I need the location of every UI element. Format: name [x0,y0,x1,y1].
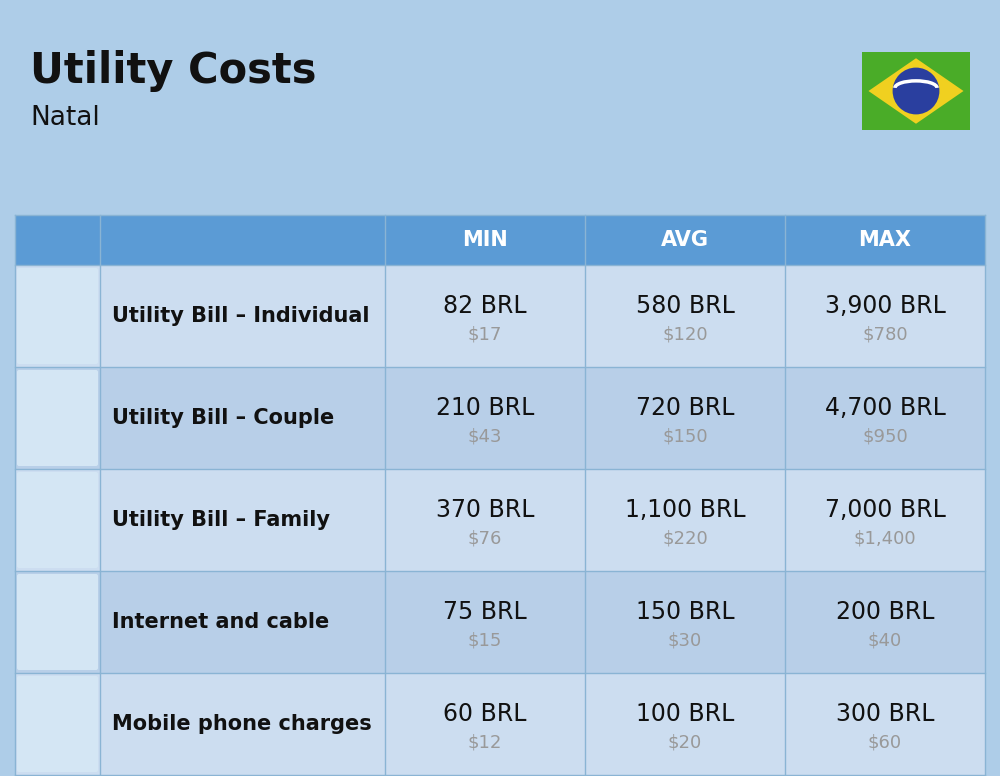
Text: $1,400: $1,400 [854,529,916,547]
FancyBboxPatch shape [17,574,98,670]
FancyBboxPatch shape [15,367,985,469]
Text: Internet and cable: Internet and cable [112,612,329,632]
Text: 720 BRL: 720 BRL [636,396,734,420]
Text: Utility Bill – Family: Utility Bill – Family [112,510,330,530]
Text: $150: $150 [662,428,708,445]
Text: 82 BRL: 82 BRL [443,294,527,318]
Text: 150 BRL: 150 BRL [636,600,734,624]
FancyBboxPatch shape [15,265,985,367]
Text: $60: $60 [868,733,902,751]
FancyBboxPatch shape [17,268,98,364]
FancyBboxPatch shape [862,52,970,130]
Text: $12: $12 [468,733,502,751]
Text: MAX: MAX [858,230,912,250]
Text: 580 BRL: 580 BRL [636,294,734,318]
Text: 210 BRL: 210 BRL [436,396,534,420]
Text: Mobile phone charges: Mobile phone charges [112,714,372,734]
Text: AVG: AVG [661,230,709,250]
Text: 7,000 BRL: 7,000 BRL [825,497,945,521]
Text: 200 BRL: 200 BRL [836,600,934,624]
Polygon shape [868,58,964,123]
FancyBboxPatch shape [15,215,385,265]
Text: $76: $76 [468,529,502,547]
Text: Utility Bill – Individual: Utility Bill – Individual [112,306,370,326]
Text: 4,700 BRL: 4,700 BRL [825,396,945,420]
Text: 370 BRL: 370 BRL [436,497,534,521]
Text: $950: $950 [862,428,908,445]
FancyBboxPatch shape [15,469,985,571]
FancyBboxPatch shape [17,370,98,466]
FancyBboxPatch shape [17,676,98,772]
Text: 300 BRL: 300 BRL [836,702,934,726]
Text: $20: $20 [668,733,702,751]
Circle shape [893,68,939,114]
Text: $780: $780 [862,325,908,343]
Text: Natal: Natal [30,105,100,131]
FancyBboxPatch shape [385,215,585,265]
Text: $40: $40 [868,632,902,650]
Text: $15: $15 [468,632,502,650]
Text: 3,900 BRL: 3,900 BRL [825,294,945,318]
FancyBboxPatch shape [15,673,985,775]
FancyBboxPatch shape [17,472,98,568]
Text: 75 BRL: 75 BRL [443,600,527,624]
Text: $17: $17 [468,325,502,343]
Text: 1,100 BRL: 1,100 BRL [625,497,745,521]
Text: 100 BRL: 100 BRL [636,702,734,726]
Text: $120: $120 [662,325,708,343]
Text: 60 BRL: 60 BRL [443,702,527,726]
FancyBboxPatch shape [585,215,785,265]
Text: Utility Bill – Couple: Utility Bill – Couple [112,408,334,428]
Text: MIN: MIN [462,230,508,250]
Text: $220: $220 [662,529,708,547]
Text: $43: $43 [468,428,502,445]
FancyBboxPatch shape [15,571,985,673]
Text: Utility Costs: Utility Costs [30,50,316,92]
Text: $30: $30 [668,632,702,650]
FancyBboxPatch shape [785,215,985,265]
